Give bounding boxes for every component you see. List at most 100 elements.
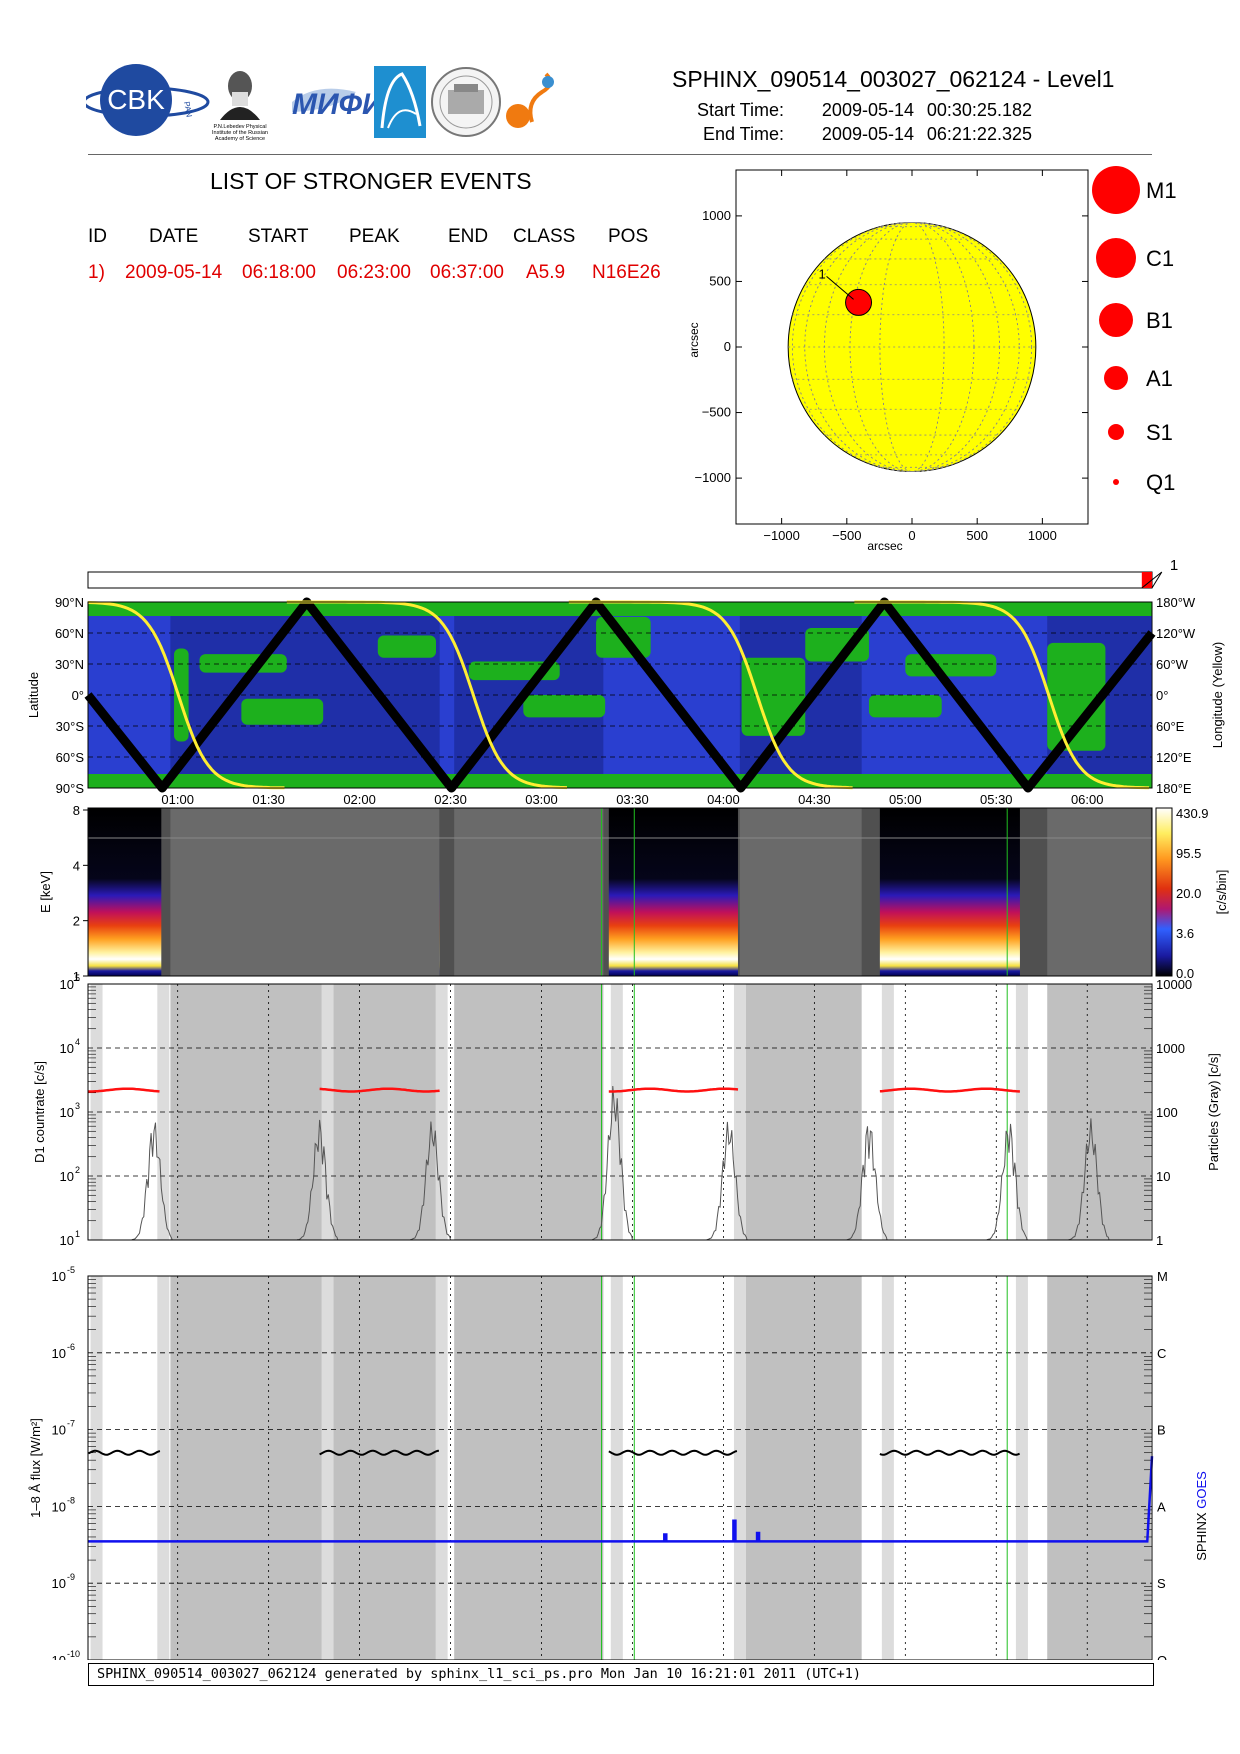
flare-class-dot <box>1099 303 1133 337</box>
timeseries-panels: 190°N60°N30°N0°30°S60°S90°S180°W120°W60°… <box>26 560 1229 1660</box>
particles-ytick-label: 1 <box>1156 1233 1163 1248</box>
event-class: A5.9 <box>526 262 566 283</box>
sun-map-xtick-label: 500 <box>966 528 988 543</box>
flux-saa-gap <box>739 1276 862 1660</box>
flux-class-tick-label: S <box>1157 1576 1166 1591</box>
start-time: 00:30:25.182 <box>926 100 1032 120</box>
countrate-ytick-label: 10 <box>60 1169 74 1184</box>
countrate-ytick-label: 10 <box>60 977 74 992</box>
countrate-panel-frame <box>87 983 1153 1241</box>
colorbar-tick-label: 95.5 <box>1176 846 1201 861</box>
d1-countrate-line <box>319 1087 440 1093</box>
orbit-green-region <box>1047 642 1106 751</box>
sun-map-ylabel: arcsec <box>687 322 701 357</box>
orbit-lon-tick-label: 120°W <box>1156 626 1196 641</box>
colorbar-label: [c/s/bin] <box>1214 870 1229 915</box>
particle-spike <box>1068 1118 1110 1241</box>
flare-class-dot <box>1096 238 1136 278</box>
footer-box: SPHINX_090514_003027_062124 generated by… <box>88 1663 1154 1686</box>
spectrum-gap <box>454 808 604 976</box>
orbit-time-label: 01:30 <box>252 792 285 807</box>
event-bar-peak <box>1141 571 1163 589</box>
flux-saa-gap <box>170 1276 440 1660</box>
particle-spike <box>591 1085 633 1241</box>
particle-spike <box>410 1121 451 1241</box>
orbit-green-region <box>868 695 942 718</box>
longitude-line <box>824 222 1000 472</box>
events-col-class: CLASS <box>513 226 576 247</box>
d1-countrate-line <box>608 1087 739 1093</box>
goes-flux-line <box>88 1456 1154 1543</box>
particle-spike <box>846 1126 888 1241</box>
end-time-label: End Time: <box>702 124 784 144</box>
orbit-time-label: 01:00 <box>161 792 194 807</box>
spectrum-data-block <box>879 808 1020 976</box>
events-col-id: ID <box>88 226 107 247</box>
event-bar-frame <box>87 571 1153 589</box>
flux-edge-band <box>610 1276 623 1660</box>
countrate-ytick-label: 10 <box>60 1105 74 1120</box>
orbit-time-label: 04:30 <box>798 792 831 807</box>
event-id: 1) <box>88 262 105 283</box>
sun-map-ytick-label: −500 <box>702 405 731 420</box>
d1-countrate-line <box>88 1087 160 1093</box>
ifti-logo <box>374 66 426 138</box>
event-peak: 06:23:00 <box>337 262 411 283</box>
orbit-ylabel-left: Latitude <box>26 672 41 718</box>
flux-edge-band <box>157 1276 170 1660</box>
longitude-line <box>791 222 1033 472</box>
flux-edge-band <box>1015 1276 1028 1660</box>
particles-ytick-label: 100 <box>1156 1105 1178 1120</box>
particles-ytick-label: 10000 <box>1156 977 1192 992</box>
sun-map-ytick-label: 0 <box>724 339 731 354</box>
flux-ytick-label: 10 <box>52 1499 66 1514</box>
events-col-date: DATE <box>149 226 199 247</box>
spectrum-gap <box>170 808 440 976</box>
sun-map-event-marker <box>845 288 873 316</box>
orbit-green-north <box>88 602 1152 616</box>
orbit-lon-tick-label: 120°E <box>1156 750 1192 765</box>
flux-edge-band <box>90 1276 103 1660</box>
orbit-lon-tick-label: 60°W <box>1156 657 1189 672</box>
orbit-green-region <box>905 654 997 677</box>
sphinx-flux-line <box>608 1449 738 1456</box>
flux-edge-band <box>321 1276 334 1660</box>
spectrum-ytick-label: 2 <box>73 914 80 929</box>
sun-map-xtick-label: 1000 <box>1028 528 1057 543</box>
observatory-seal <box>431 67 501 137</box>
orbit-time-label: 03:00 <box>525 792 558 807</box>
flux-class-tick-label: A <box>1157 1499 1166 1514</box>
countrate-ytick-exponent: 3 <box>75 1101 80 1111</box>
flux-ytick-exponent: -8 <box>67 1495 75 1505</box>
particles-ylabel: Particles (Gray) [c/s] <box>1206 1053 1221 1171</box>
sun-map-xlabel: arcsec <box>867 539 902 553</box>
flux-ytick-label: 10 <box>52 1269 66 1284</box>
colorbar-tick-label: 430.9 <box>1176 806 1209 821</box>
orbit-time-label: 05:00 <box>889 792 922 807</box>
spectrum-ytick-label: 4 <box>73 858 80 873</box>
orbit-time-label: 06:00 <box>1071 792 1104 807</box>
end-time-row: End Time: 2009-05-14 06:21:22.325 <box>690 124 1032 145</box>
event-bar-event <box>1141 572 1152 588</box>
spectrum-colorbar <box>1155 807 1173 977</box>
sphinx-flux-line <box>879 1449 1020 1456</box>
colorbar-tick-label: 0.0 <box>1176 966 1194 981</box>
flux-class-tick-label: C <box>1157 1346 1166 1361</box>
spectrum-gap <box>739 808 862 976</box>
countrate-ytick-exponent: 5 <box>75 973 80 983</box>
sphinx-flux-line <box>319 1449 439 1456</box>
orbit-time-label: 02:00 <box>343 792 376 807</box>
spectrum-data-block <box>88 808 162 976</box>
flux-ytick-exponent: -7 <box>67 1419 75 1429</box>
event-end: 06:37:00 <box>430 262 504 283</box>
flare-class-label: M1 <box>1146 178 1177 203</box>
sun-map-event-label: 1 <box>819 266 826 281</box>
countrate-ytick-label: 10 <box>60 1041 74 1056</box>
flux-ytick-exponent: -9 <box>67 1572 75 1582</box>
sun-map-ytick-label: 1000 <box>702 208 731 223</box>
lebedev-caption-1: P.N.Lebedev Physical <box>213 124 266 130</box>
orbit-lon-tick-label: 0° <box>1156 688 1168 703</box>
flux-edge-band <box>435 1276 448 1660</box>
sun-map: −1000 −500 0 500 1000 −1000 −500 0 500 1000 1 arcs… <box>687 169 1089 553</box>
orbit-green-region <box>523 695 606 718</box>
